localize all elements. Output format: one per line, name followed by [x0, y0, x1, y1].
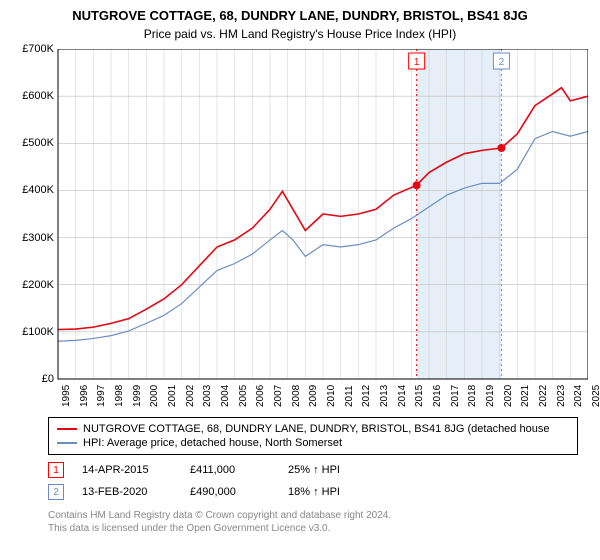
marker-date: 14-APR-2015 — [82, 464, 172, 476]
marker-pct: 18% ↑ HPI — [288, 486, 378, 498]
x-tick-label: 2006 — [255, 385, 266, 407]
x-tick-label: 2000 — [149, 385, 160, 407]
x-tick-label: 2012 — [361, 385, 372, 407]
chart-area: 12£0£100K£200K£300K£400K£500K£600K£700K1… — [8, 49, 588, 409]
x-tick-label: 2001 — [167, 385, 178, 407]
chart-subtitle: Price paid vs. HM Land Registry's House … — [8, 27, 592, 41]
svg-text:2: 2 — [499, 57, 505, 68]
x-tick-label: 2013 — [379, 385, 390, 407]
x-tick-label: 2009 — [308, 385, 319, 407]
marker-table: 1 14-APR-2015 £411,000 25% ↑ HPI 2 13-FEB-202… — [48, 459, 578, 503]
x-tick-label: 2015 — [414, 385, 425, 407]
y-tick-label: £100K — [8, 326, 54, 338]
marker-date: 13-FEB-2020 — [82, 486, 172, 498]
x-tick-label: 2021 — [520, 385, 531, 407]
x-tick-label: 2003 — [202, 385, 213, 407]
y-tick-label: £300K — [8, 232, 54, 244]
footer-line1: Contains HM Land Registry data © Crown c… — [48, 509, 592, 522]
chart-title: NUTGROVE COTTAGE, 68, DUNDRY LANE, DUNDR… — [8, 8, 592, 23]
legend-label: HPI: Average price, detached house, Nort… — [83, 437, 342, 449]
legend-label: NUTGROVE COTTAGE, 68, DUNDRY LANE, DUNDR… — [83, 423, 549, 435]
y-tick-label: £0 — [8, 373, 54, 385]
marker-badge: 1 — [48, 462, 64, 478]
x-tick-label: 1999 — [132, 385, 143, 407]
x-tick-label: 2018 — [467, 385, 478, 407]
x-tick-label: 2008 — [291, 385, 302, 407]
x-tick-label: 2022 — [538, 385, 549, 407]
legend-swatch — [57, 442, 77, 444]
x-tick-label: 2005 — [238, 385, 249, 407]
x-tick-label: 1996 — [79, 385, 90, 407]
legend: NUTGROVE COTTAGE, 68, DUNDRY LANE, DUNDR… — [48, 417, 578, 455]
x-tick-label: 1997 — [96, 385, 107, 407]
x-tick-label: 2019 — [485, 385, 496, 407]
x-tick-label: 2007 — [273, 385, 284, 407]
marker-badge: 2 — [48, 484, 64, 500]
chart-svg: 12 — [8, 49, 588, 383]
x-tick-label: 2014 — [397, 385, 408, 407]
x-tick-label: 1998 — [114, 385, 125, 407]
x-tick-label: 2024 — [573, 385, 584, 407]
legend-swatch — [57, 428, 77, 430]
marker-row: 2 13-FEB-2020 £490,000 18% ↑ HPI — [48, 481, 578, 503]
x-tick-label: 2010 — [326, 385, 337, 407]
x-tick-label: 2020 — [503, 385, 514, 407]
marker-price: £490,000 — [190, 486, 270, 498]
y-tick-label: £700K — [8, 43, 54, 55]
footer-line2: This data is licensed under the Open Gov… — [48, 522, 592, 535]
y-tick-label: £600K — [8, 90, 54, 102]
y-tick-label: £500K — [8, 137, 54, 149]
y-tick-label: £400K — [8, 184, 54, 196]
svg-text:1: 1 — [414, 57, 420, 68]
marker-row: 1 14-APR-2015 £411,000 25% ↑ HPI — [48, 459, 578, 481]
marker-pct: 25% ↑ HPI — [288, 464, 378, 476]
x-tick-label: 1995 — [61, 385, 72, 407]
footer: Contains HM Land Registry data © Crown c… — [48, 509, 592, 535]
x-tick-label: 2016 — [432, 385, 443, 407]
x-tick-label: 2017 — [450, 385, 461, 407]
x-tick-label: 2011 — [344, 385, 355, 407]
legend-row: NUTGROVE COTTAGE, 68, DUNDRY LANE, DUNDR… — [57, 422, 569, 436]
x-tick-label: 2002 — [185, 385, 196, 407]
marker-price: £411,000 — [190, 464, 270, 476]
x-tick-label: 2004 — [220, 385, 231, 407]
legend-row: HPI: Average price, detached house, Nort… — [57, 436, 569, 450]
x-tick-label: 2023 — [556, 385, 567, 407]
y-tick-label: £200K — [8, 279, 54, 291]
x-tick-label: 2025 — [591, 385, 600, 407]
